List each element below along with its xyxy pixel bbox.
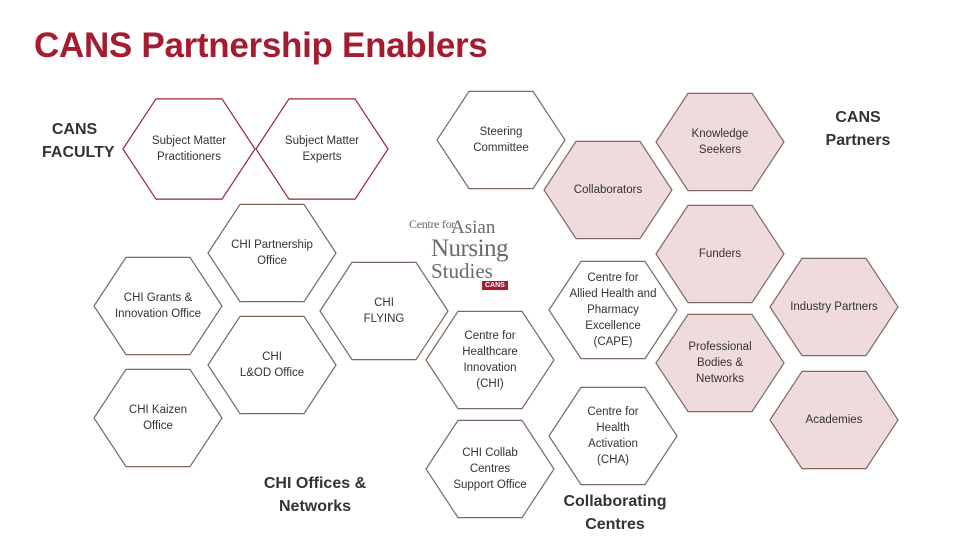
chi-flying-hexagon <box>319 261 449 361</box>
steering-committee-hexagon <box>436 90 566 190</box>
academies-label: Academies <box>805 414 863 426</box>
logo-text-line2: Asian <box>451 217 496 238</box>
centre-allied-health-label: Centre for Allied Health and Pharmacy Ex… <box>569 272 657 348</box>
chi-partnership-office-label: CHI Partnership Office <box>231 239 313 267</box>
subject-matter-experts-label: Subject Matter Experts <box>284 135 360 163</box>
knowledge-seekers-hexagon <box>655 92 785 192</box>
chi-flying-label: CHI FLYING <box>363 297 405 325</box>
chi-kaizen-office-label: CHI Kaizen Office <box>128 404 188 432</box>
steering-committee-label: Steering Committee <box>473 126 529 154</box>
logo-text-line4: Studies <box>431 259 493 283</box>
centre-allied-health-hexagon <box>548 260 678 360</box>
chi-offices-heading: CHI Offices & Networks <box>263 475 367 515</box>
academies-hexagon <box>769 370 899 470</box>
professional-bodies-label: Professional Bodies & Networks <box>688 341 752 385</box>
chi-partnership-office-hexagon <box>207 203 337 303</box>
chi-lod-office-label: CHI L&OD Office <box>239 351 305 379</box>
subject-matter-practitioners-hexagon <box>122 98 256 200</box>
knowledge-seekers-label: Knowledge Seekers <box>691 128 749 156</box>
funders-hexagon <box>655 204 785 304</box>
chi-grants-innovation-office-hexagon <box>93 256 223 356</box>
logo-text-line1: Centre for <box>409 217 455 231</box>
centre-healthcare-innovation-hexagon <box>425 310 555 410</box>
chi-collab-centres-hexagon <box>425 419 555 519</box>
logo-text-line3: Nursing <box>431 235 509 262</box>
centre-health-activation-hexagon <box>548 386 678 486</box>
page-title: CANS Partnership Enablers <box>34 26 488 65</box>
cans-logo: Centre for Asian Nursing Studies CANS <box>407 215 537 293</box>
logo-badge: CANS <box>482 281 508 290</box>
professional-bodies-hexagon <box>655 313 785 413</box>
chi-collab-centres-label: CHI Collab Centres Support Office <box>453 447 527 491</box>
funders-label: Funders <box>698 248 742 260</box>
collaborating-centres-heading: Collaborating Centres <box>563 493 667 533</box>
chi-lod-office-hexagon <box>207 315 337 415</box>
collaborators-hexagon <box>543 140 673 240</box>
collaborators-label: Collaborators <box>573 184 643 196</box>
centre-healthcare-innovation-label: Centre for Healthcare Innovation (CHI) <box>462 330 518 390</box>
centre-health-activation-label: Centre for Health Activation (CHA) <box>587 406 639 466</box>
subject-matter-practitioners-label: Subject Matter Practitioners <box>151 135 227 163</box>
subject-matter-experts-hexagon <box>255 98 389 200</box>
chi-grants-innovation-office-label: CHI Grants & Innovation Office <box>114 292 202 320</box>
cans-partners-heading: CANS Partners <box>825 109 891 149</box>
industry-partners-label: Industry Partners <box>790 301 878 313</box>
industry-partners-hexagon <box>769 257 899 357</box>
cans-faculty-heading: CANS FACULTY <box>42 121 115 161</box>
chi-kaizen-office-hexagon <box>93 368 223 468</box>
